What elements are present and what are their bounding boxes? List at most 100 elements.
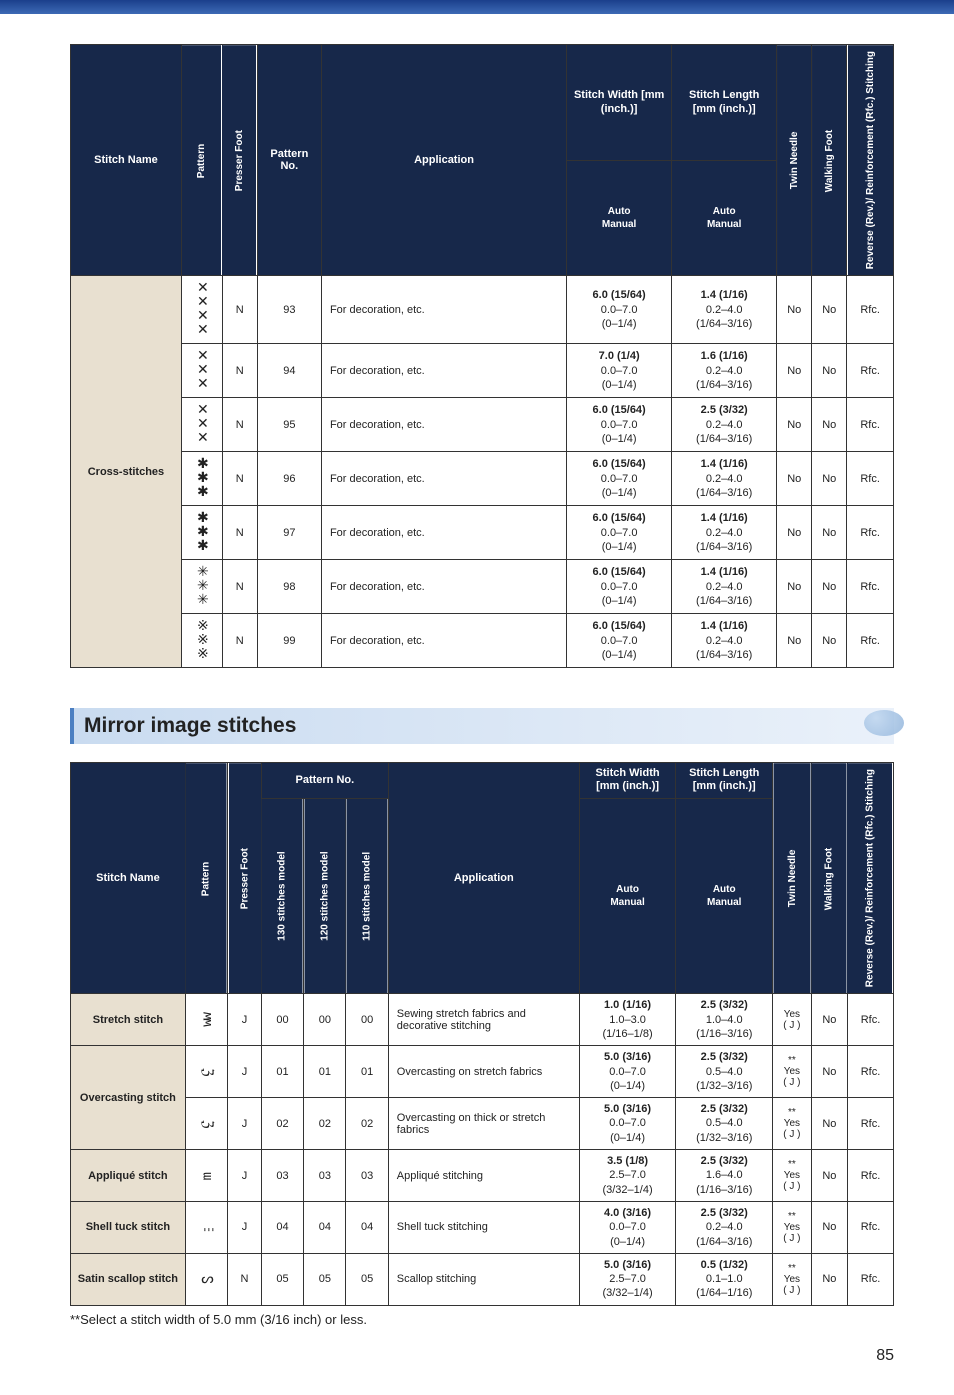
twin-cell: **Yes( J ) bbox=[773, 1253, 812, 1305]
table-row: ✕✕✕N95For decoration, etc.6.0 (15/64)0.0… bbox=[71, 398, 894, 452]
presser-foot: N bbox=[222, 506, 257, 560]
twin-cell: Yes( J ) bbox=[773, 994, 812, 1046]
table-row: Appliqué stitchɯJ030303Appliqué stitchin… bbox=[71, 1150, 894, 1202]
width-cell: 1.0 (1/16)1.0–3.0(1/16–1/8) bbox=[579, 994, 676, 1046]
hdr2-twin: Twin Needle bbox=[773, 763, 812, 994]
length-cell: 1.6 (1/16)0.2–4.0(1/64–3/16) bbox=[672, 344, 777, 398]
pat-110: 00 bbox=[346, 994, 388, 1046]
pattern-glyph: ✕✕✕ bbox=[181, 398, 222, 452]
pattern-glyph: ✕✕✕✕ bbox=[181, 276, 222, 344]
pattern-no: 96 bbox=[257, 452, 321, 506]
hdr-pattern: Pattern bbox=[181, 45, 222, 276]
twin-cell: No bbox=[777, 452, 812, 506]
walking-cell: No bbox=[812, 614, 847, 668]
length-cell: 0.5 (1/32)0.1–1.0(1/64–1/16) bbox=[676, 1253, 773, 1305]
hdr2-application: Application bbox=[388, 763, 579, 994]
presser-foot: N bbox=[222, 276, 257, 344]
table-row: ✱✱✱N97For decoration, etc.6.0 (15/64)0.0… bbox=[71, 506, 894, 560]
length-cell: 2.5 (3/32)1.6–4.0(1/16–3/16) bbox=[676, 1150, 773, 1202]
hdr2-m110: 110 stitches model bbox=[346, 798, 388, 994]
hdr2-m120: 120 stitches model bbox=[304, 798, 346, 994]
presser-foot: J bbox=[228, 1046, 262, 1098]
walking-cell: No bbox=[812, 344, 847, 398]
hdr2-length-sub: AutoManual bbox=[676, 798, 773, 994]
presser-foot: N bbox=[228, 1253, 262, 1305]
width-cell: 4.0 (3/16)0.0–7.0(0–1/4) bbox=[579, 1201, 676, 1253]
hdr-pattern-no: Pattern No. bbox=[257, 45, 321, 276]
pattern-glyph: ⫶⫶ bbox=[185, 1201, 227, 1253]
width-cell: 6.0 (15/64)0.0–7.0(0–1/4) bbox=[567, 506, 672, 560]
application: For decoration, etc. bbox=[321, 614, 566, 668]
pattern-glyph: ʍʍ bbox=[185, 994, 227, 1046]
pat-120: 03 bbox=[304, 1150, 346, 1202]
hdr2-walking: Walking Foot bbox=[811, 763, 847, 994]
pattern-glyph: ✕✕✕ bbox=[181, 344, 222, 398]
pat-130: 00 bbox=[261, 994, 303, 1046]
pat-110: 01 bbox=[346, 1046, 388, 1098]
presser-foot: J bbox=[228, 994, 262, 1046]
rev-cell: Rfc. bbox=[847, 560, 894, 614]
length-cell: 2.5 (3/32)0.2–4.0(1/64–3/16) bbox=[672, 398, 777, 452]
rev-cell: Rfc. bbox=[847, 994, 893, 1046]
length-cell: 1.4 (1/16)0.2–4.0(1/64–3/16) bbox=[672, 614, 777, 668]
group-name: Cross-stitches bbox=[71, 276, 182, 668]
presser-foot: J bbox=[228, 1150, 262, 1202]
stitch-row-name: Stretch stitch bbox=[71, 994, 186, 1046]
application: Appliqué stitching bbox=[388, 1150, 579, 1202]
hdr2-rev: Reverse (Rev.)/ Reinforcement (Rfc.) Sti… bbox=[847, 763, 893, 994]
walking-cell: No bbox=[811, 1046, 847, 1098]
twin-cell: No bbox=[777, 276, 812, 344]
width-cell: 6.0 (15/64)0.0–7.0(0–1/4) bbox=[567, 398, 672, 452]
pat-120: 04 bbox=[304, 1201, 346, 1253]
table-row: Stretch stitchʍʍJ000000Sewing stretch fa… bbox=[71, 994, 894, 1046]
table-row: ℨJ020202Overcasting on thick or stretch … bbox=[71, 1098, 894, 1150]
rev-cell: Rfc. bbox=[847, 1098, 893, 1150]
hdr-presser-foot: Presser Foot bbox=[222, 45, 257, 276]
width-cell: 5.0 (3/16)2.5–7.0(3/32–1/4) bbox=[579, 1253, 676, 1305]
page-number: 85 bbox=[70, 1347, 894, 1365]
walking-cell: No bbox=[812, 398, 847, 452]
length-cell: 2.5 (3/32)1.0–4.0(1/16–3/16) bbox=[676, 994, 773, 1046]
length-cell: 2.5 (3/32)0.5–4.0(1/32–3/16) bbox=[676, 1098, 773, 1150]
stitch-row-name: Appliqué stitch bbox=[71, 1150, 186, 1202]
pattern-glyph: ℨ bbox=[185, 1046, 227, 1098]
footnote-text: **Select a stitch width of 5.0 mm (3/16 … bbox=[70, 1312, 894, 1327]
hdr-stitch-name: Stitch Name bbox=[71, 45, 182, 276]
rev-cell: Rfc. bbox=[847, 398, 894, 452]
twin-cell: No bbox=[777, 398, 812, 452]
pat-110: 02 bbox=[346, 1098, 388, 1150]
twin-cell: No bbox=[777, 506, 812, 560]
pattern-no: 93 bbox=[257, 276, 321, 344]
application: Shell tuck stitching bbox=[388, 1201, 579, 1253]
pattern-glyph: ※※※ bbox=[181, 614, 222, 668]
pat-130: 04 bbox=[261, 1201, 303, 1253]
pat-130: 01 bbox=[261, 1046, 303, 1098]
rev-cell: Rfc. bbox=[847, 276, 894, 344]
application: Scallop stitching bbox=[388, 1253, 579, 1305]
hdr2-presser-foot: Presser Foot bbox=[228, 763, 262, 994]
width-cell: 6.0 (15/64)0.0–7.0(0–1/4) bbox=[567, 452, 672, 506]
pattern-glyph: ✱✱✱ bbox=[181, 452, 222, 506]
pat-120: 01 bbox=[304, 1046, 346, 1098]
length-cell: 1.4 (1/16)0.2–4.0(1/64–3/16) bbox=[672, 560, 777, 614]
rev-cell: Rfc. bbox=[847, 614, 894, 668]
hdr-twin: Twin Needle bbox=[777, 45, 812, 276]
stitch-row-name: Overcasting stitch bbox=[71, 1046, 186, 1150]
presser-foot: N bbox=[222, 560, 257, 614]
length-cell: 1.4 (1/16)0.2–4.0(1/64–3/16) bbox=[672, 276, 777, 344]
width-cell: 3.5 (1/8)2.5–7.0(3/32–1/4) bbox=[579, 1150, 676, 1202]
mirror-stitches-table: Stitch Name Pattern Presser Foot Pattern… bbox=[70, 762, 894, 1306]
rev-cell: Rfc. bbox=[847, 1150, 893, 1202]
application: Overcasting on stretch fabrics bbox=[388, 1046, 579, 1098]
pattern-no: 97 bbox=[257, 506, 321, 560]
table-row: Cross-stitches✕✕✕✕N93For decoration, etc… bbox=[71, 276, 894, 344]
table-row: Satin scallop stitchᔕN050505Scallop stit… bbox=[71, 1253, 894, 1305]
presser-foot: N bbox=[222, 398, 257, 452]
width-cell: 6.0 (15/64)0.0–7.0(0–1/4) bbox=[567, 560, 672, 614]
pattern-glyph: ✳✳✳ bbox=[181, 560, 222, 614]
hdr2-m130: 130 stitches model bbox=[261, 798, 303, 994]
table-row: Overcasting stitchℨJ010101Overcasting on… bbox=[71, 1046, 894, 1098]
hdr2-stitch-name: Stitch Name bbox=[71, 763, 186, 994]
stitch-row-name: Shell tuck stitch bbox=[71, 1201, 186, 1253]
application: For decoration, etc. bbox=[321, 452, 566, 506]
